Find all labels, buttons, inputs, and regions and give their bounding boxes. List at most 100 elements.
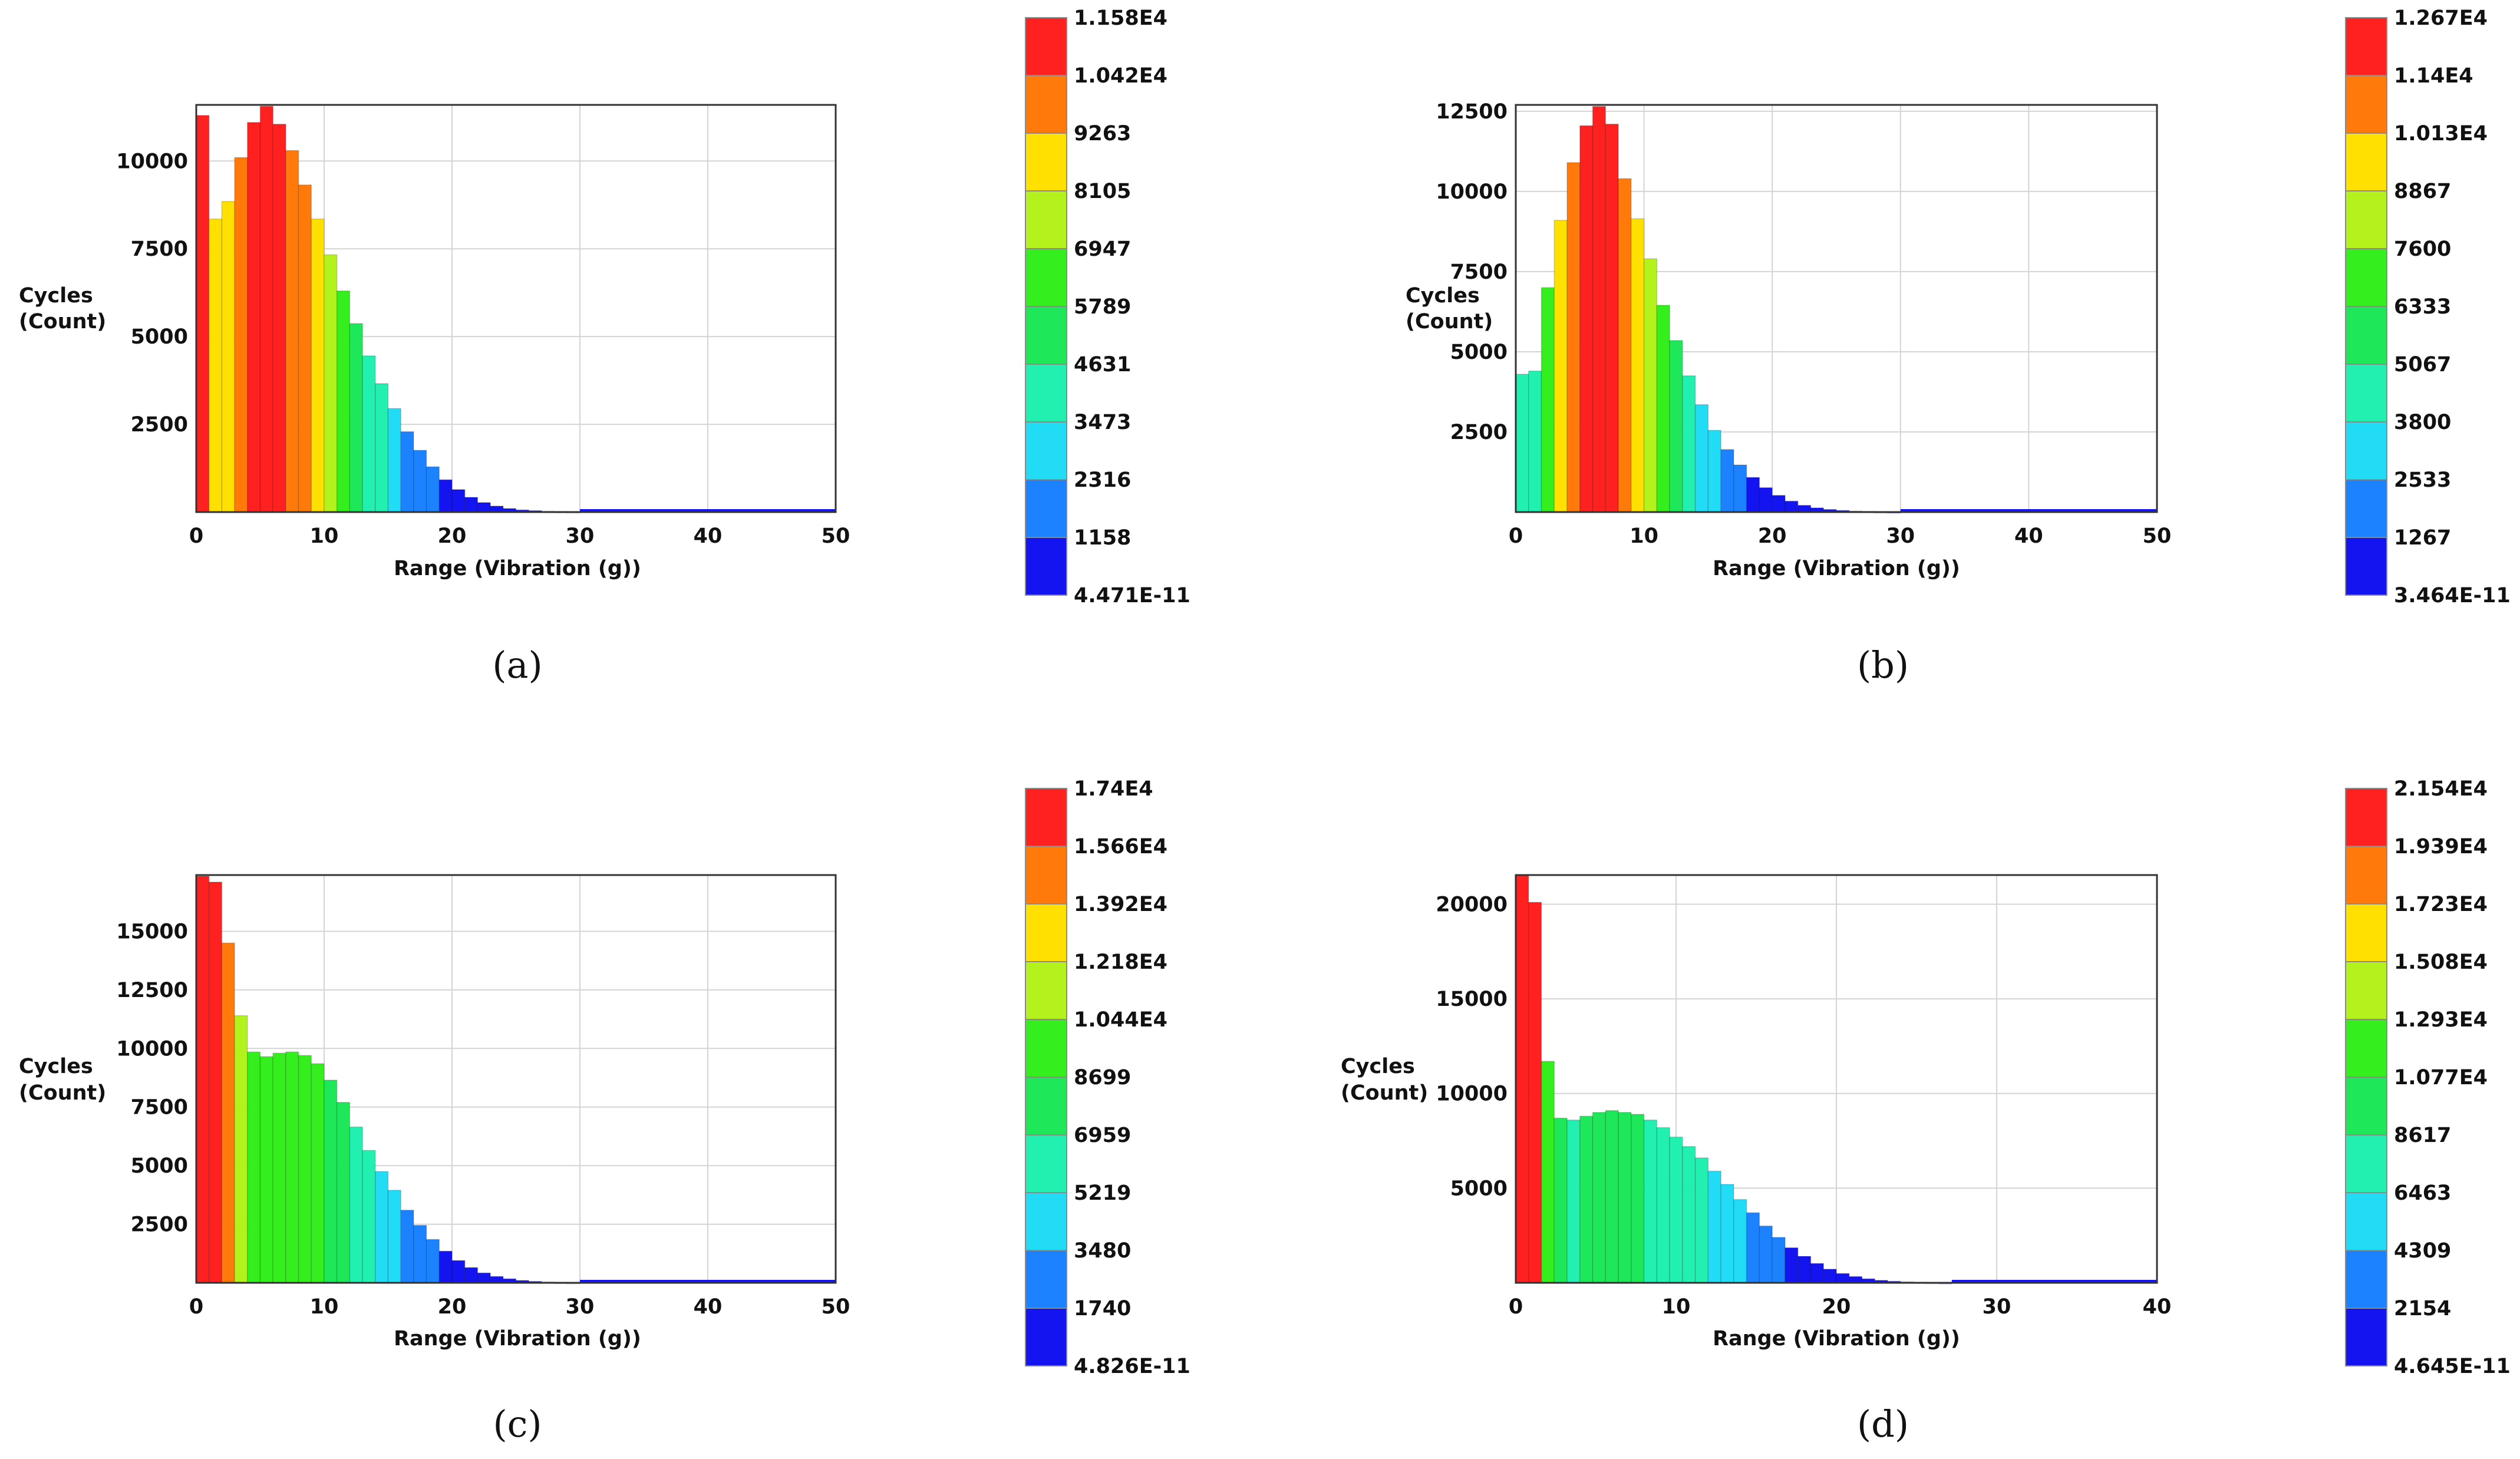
- colorbar-band-d-8: [2345, 1250, 2387, 1309]
- bar-d-16: [1720, 1184, 1734, 1283]
- colorbar-band-b-9: [2345, 537, 2387, 596]
- colorbar-band-b-8: [2345, 479, 2387, 538]
- colorbar-b: 1.267E4 1.14E4 1.013E4 8867 7600 6333 5067 3800…: [2345, 6, 2511, 608]
- bar-d-20: [1772, 1237, 1786, 1283]
- colorbar-label-c-2: 1.392E4: [1074, 893, 1167, 916]
- bar-d-12: [1669, 1136, 1683, 1283]
- colorbar-band-c-4: [1025, 1019, 1067, 1078]
- y-tick-label-a-1: 5000: [131, 325, 188, 349]
- bar-a-19: [438, 479, 453, 513]
- colorbar-band-d-3: [2345, 961, 2387, 1020]
- colorbar-label-b-9: 1267: [2394, 526, 2451, 550]
- bar-b-12: [1669, 340, 1683, 513]
- y-axis-label-b-line2: (Count): [1406, 310, 1493, 334]
- bar-a-14: [375, 383, 389, 513]
- bar-a-12: [349, 323, 363, 513]
- bar-b-22: [1797, 504, 1812, 513]
- bar-b-5: [1579, 125, 1594, 513]
- colorbar-label-a-4: 6947: [1074, 237, 1131, 261]
- bar-a-3: [234, 157, 248, 513]
- bar-d-17: [1733, 1199, 1747, 1283]
- bar-d-7: [1605, 1110, 1619, 1283]
- colorbar-band-a-6: [1025, 364, 1067, 422]
- colorbar-band-c-0: [1025, 788, 1067, 847]
- colorbar-band-c-6: [1025, 1134, 1067, 1193]
- bar-b-17: [1733, 464, 1747, 513]
- y-axis-label-c-line1: Cycles: [19, 1055, 93, 1078]
- histogram-a: 0 10 20 30 40 50 2500 5000 7500 10000: [116, 104, 850, 548]
- x-tick-label-a-3: 30: [566, 524, 595, 548]
- colorbar-band-b-4: [2345, 248, 2387, 307]
- y-tick-label-c-1: 5000: [131, 1154, 188, 1178]
- colorbar-label-a-9: 1158: [1074, 526, 1131, 550]
- bar-a-15: [387, 408, 401, 513]
- bar-d-18: [1746, 1212, 1760, 1283]
- colorbar-label-a-3: 8105: [1074, 180, 1131, 203]
- bar-c-0: [196, 876, 210, 1283]
- bar-a-20: [451, 489, 466, 513]
- bar-c-8: [298, 1055, 312, 1283]
- colorbar-band-b-5: [2345, 306, 2387, 365]
- colorbar-label-b-6: 5067: [2394, 353, 2451, 377]
- bar-a-5: [259, 105, 273, 513]
- colorbar-label-b-1: 1.14E4: [2394, 64, 2473, 88]
- colorbar-label-a-2: 9263: [1074, 122, 1131, 146]
- bar-a-2: [221, 201, 235, 513]
- y-tick-label-b-3: 10000: [1436, 180, 1508, 204]
- colorbar-label-c-0: 1.74E4: [1074, 777, 1153, 801]
- y-axis-label-d-line2: (Count): [1341, 1081, 1428, 1105]
- y-tick-label-d-3: 20000: [1436, 893, 1508, 916]
- colorbar-band-d-2: [2345, 903, 2387, 962]
- bar-c-15: [387, 1190, 401, 1283]
- bar-b-7: [1605, 123, 1619, 513]
- bar-b-21: [1785, 500, 1799, 513]
- bar-c-6: [272, 1052, 286, 1283]
- colorbar-label-b-10: 3.464E-11: [2394, 584, 2511, 608]
- colorbar-band-a-9: [1025, 537, 1067, 596]
- y-tick-label-a-2: 7500: [131, 237, 188, 261]
- bar-d-14: [1694, 1157, 1709, 1283]
- bar-c-3: [234, 1015, 248, 1283]
- bar-d-11: [1656, 1127, 1670, 1283]
- histogram-d: 0 10 20 30 40 5000 10000 15000 20000: [1436, 874, 2171, 1319]
- bar-d-13: [1682, 1146, 1696, 1283]
- bar-c-5: [259, 1056, 273, 1283]
- x-tick-label-c-0: 0: [189, 1295, 203, 1319]
- y-tick-label-d-0: 5000: [1450, 1177, 1508, 1200]
- bar-d-0: [1515, 874, 1529, 1283]
- histogram-b: 0 10 20 30 40 50 2500 5000 7500 10000 12500: [1436, 100, 2171, 548]
- y-tick-label-c-0: 2500: [131, 1213, 188, 1237]
- y-tick-label-c-5: 15000: [116, 920, 188, 943]
- x-tick-label-b-5: 50: [2143, 524, 2172, 548]
- bar-a-22: [477, 502, 491, 513]
- y-axis-label-a-line1: Cycles: [19, 284, 93, 308]
- plot-frame-b: [1515, 104, 2158, 513]
- colorbar-band-a-2: [1025, 133, 1067, 192]
- bar-d-24: [1823, 1269, 1837, 1283]
- colorbar-label-d-7: 6463: [2394, 1181, 2451, 1205]
- colorbar-label-b-7: 3800: [2394, 411, 2451, 434]
- bar-a-18: [426, 466, 440, 513]
- bar-a-16: [400, 431, 414, 513]
- colorbar-label-b-2: 1.013E4: [2394, 122, 2488, 146]
- plot-frame-c: [195, 874, 837, 1284]
- x-tick-label-a-1: 10: [310, 524, 339, 548]
- colorbar-label-b-8: 2533: [2394, 468, 2451, 492]
- caption-d: (d): [1857, 1402, 1909, 1445]
- colorbar-band-d-1: [2345, 846, 2387, 905]
- bar-b-1: [1528, 370, 1542, 513]
- colorbar-band-d-5: [2345, 1077, 2387, 1135]
- colorbar-label-d-2: 1.723E4: [2394, 893, 2488, 916]
- x-tick-label-d-1: 10: [1662, 1295, 1691, 1319]
- bar-b-3: [1553, 220, 1568, 513]
- x-tick-label-b-1: 10: [1630, 524, 1658, 548]
- caption-c: (c): [493, 1402, 542, 1445]
- bar-c-7: [285, 1051, 299, 1283]
- bar-b-19: [1759, 487, 1773, 513]
- x-tick-label-d-2: 20: [1822, 1295, 1851, 1319]
- bar-d-10: [1643, 1119, 1658, 1283]
- x-axis-label-a: Range (Vibration (g)): [394, 557, 641, 580]
- colorbar-band-a-0: [1025, 17, 1067, 76]
- colorbar-band-c-8: [1025, 1250, 1067, 1309]
- bar-a-1: [208, 218, 223, 513]
